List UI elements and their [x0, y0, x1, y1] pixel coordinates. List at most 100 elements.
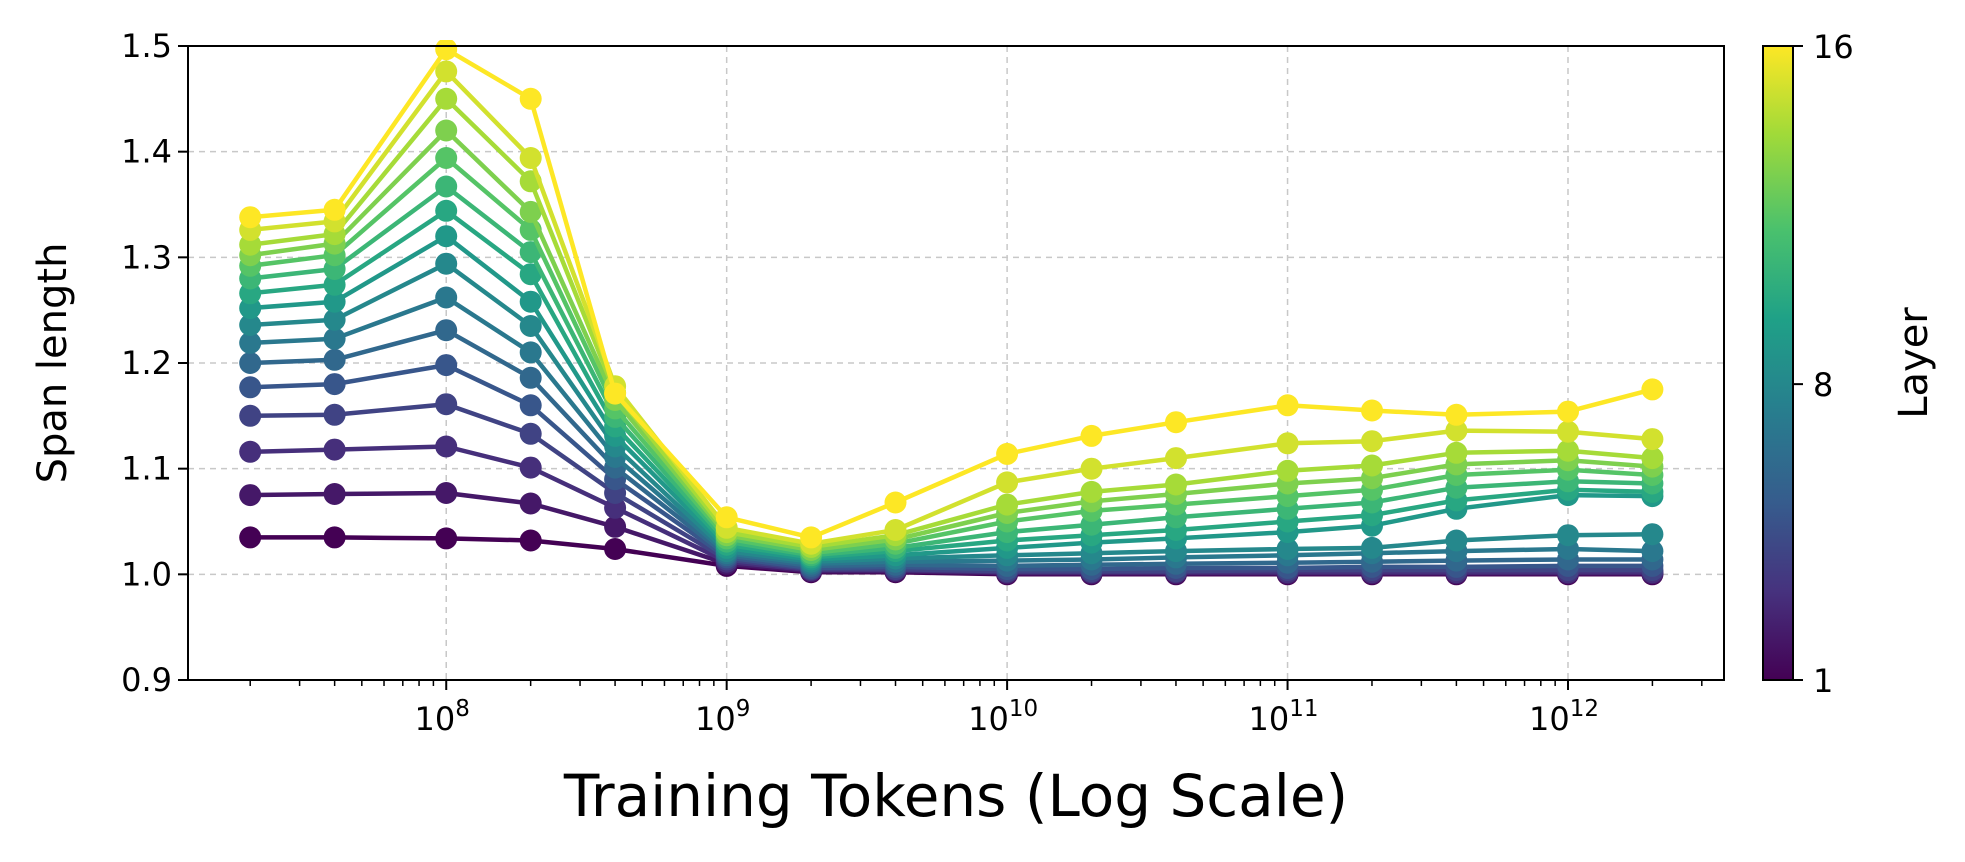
data-point — [323, 290, 346, 313]
x-tick-exponent: 11 — [1289, 696, 1318, 722]
data-point — [435, 482, 458, 504]
plot-frame — [187, 45, 1725, 681]
data-point — [435, 40, 458, 61]
series-line-layer-15 — [249, 69, 1653, 546]
y-tick-label: 1.5 — [121, 27, 172, 65]
data-point — [519, 492, 542, 515]
x-tick-exponent: 12 — [1570, 696, 1599, 722]
x-tick-base: 10 — [1529, 700, 1570, 738]
data-point — [323, 327, 346, 350]
data-point — [1165, 473, 1187, 496]
y-tick-label: 1.4 — [121, 133, 172, 171]
data-point — [435, 319, 458, 342]
data-point — [435, 119, 458, 142]
data-point — [239, 352, 262, 374]
data-point — [239, 526, 262, 549]
series-layer-14 — [239, 87, 1664, 558]
data-point — [519, 263, 542, 286]
series-line-layer-14 — [249, 96, 1653, 550]
data-point — [323, 198, 346, 221]
data-point — [239, 314, 262, 336]
data-point — [1445, 529, 1468, 552]
series-line-layer-5 — [250, 362, 1653, 572]
x-tick-exponent: 8 — [455, 696, 470, 722]
data-point — [1641, 540, 1664, 563]
data-point — [1080, 480, 1103, 503]
colorbar-tick-label: 1 — [1813, 662, 1833, 700]
data-point — [519, 200, 542, 223]
data-point — [435, 286, 458, 309]
x-tick-label: 1010 — [968, 696, 1038, 738]
data-point — [323, 403, 346, 426]
series-line-layer-11 — [249, 184, 1653, 558]
grid-lines — [188, 46, 1724, 680]
data-point — [715, 506, 738, 529]
data-point — [435, 527, 458, 550]
data-point — [1557, 400, 1579, 423]
data-point — [323, 348, 346, 371]
data-point — [435, 393, 458, 416]
data-point — [519, 87, 542, 110]
data-point — [1557, 524, 1579, 547]
y-axis-ticks: 0.9 1.0 1.1 1.2 1.3 1.4 1.5 — [121, 27, 188, 699]
colorbar-tick-label: 8 — [1813, 366, 1833, 404]
data-point — [1080, 457, 1103, 480]
data-point — [323, 373, 346, 396]
x-tick-base: 10 — [415, 700, 456, 738]
data-point — [604, 382, 627, 405]
series-line-layer-10 — [249, 208, 1653, 560]
y-tick-label: 1.2 — [121, 344, 172, 382]
data-point — [435, 147, 458, 169]
data-point — [1276, 538, 1299, 560]
x-tick-base: 10 — [968, 700, 1009, 738]
data-point — [1165, 447, 1187, 470]
x-tick-base: 10 — [1249, 700, 1290, 738]
data-point — [519, 394, 542, 417]
data-point — [323, 308, 346, 331]
data-point — [1276, 459, 1299, 482]
data-point — [1361, 430, 1383, 453]
colorbar-label: Layer — [1891, 307, 1937, 419]
colorbar-tick-label: 16 — [1813, 28, 1854, 66]
data-point — [435, 435, 458, 458]
data-point — [1557, 420, 1579, 443]
data-point — [1445, 403, 1468, 426]
y-tick-label: 1.1 — [121, 450, 172, 488]
data-point — [1641, 428, 1664, 451]
data-point — [996, 442, 1019, 465]
data-point — [435, 225, 458, 248]
data-point — [800, 526, 823, 549]
y-tick-label: 0.9 — [121, 661, 172, 699]
y-tick-label: 1.3 — [121, 238, 172, 276]
data-point — [239, 484, 262, 507]
y-tick-label: 1.0 — [121, 555, 172, 593]
y-axis-title: Span length — [30, 243, 76, 484]
x-tick-label: 109 — [695, 696, 750, 738]
data-point — [1445, 441, 1468, 464]
x-tick-base: 10 — [695, 700, 736, 738]
data-point — [1641, 523, 1664, 546]
series-layer-15 — [239, 60, 1664, 555]
data-point — [435, 60, 458, 83]
data-point — [1361, 536, 1383, 559]
series-lines — [239, 40, 1664, 586]
data-point — [1361, 399, 1383, 422]
data-point — [239, 376, 262, 399]
data-point — [1557, 439, 1579, 462]
x-axis-ticks: 108 109 1010 1011 1012 — [249, 680, 1703, 738]
data-point — [884, 519, 907, 541]
data-point — [1641, 378, 1664, 401]
x-axis-title: Training Tokens (Log Scale) — [563, 762, 1348, 830]
series-line-layer-9 — [250, 233, 1653, 562]
data-point — [519, 366, 542, 389]
data-point — [519, 456, 542, 479]
data-point — [323, 273, 346, 296]
x-tick-exponent: 10 — [1009, 696, 1038, 722]
data-point — [884, 491, 907, 514]
colorbar-gradient — [1762, 45, 1794, 681]
data-point — [239, 404, 262, 427]
data-point — [519, 341, 542, 364]
data-point — [435, 175, 458, 198]
data-point — [1361, 454, 1383, 477]
